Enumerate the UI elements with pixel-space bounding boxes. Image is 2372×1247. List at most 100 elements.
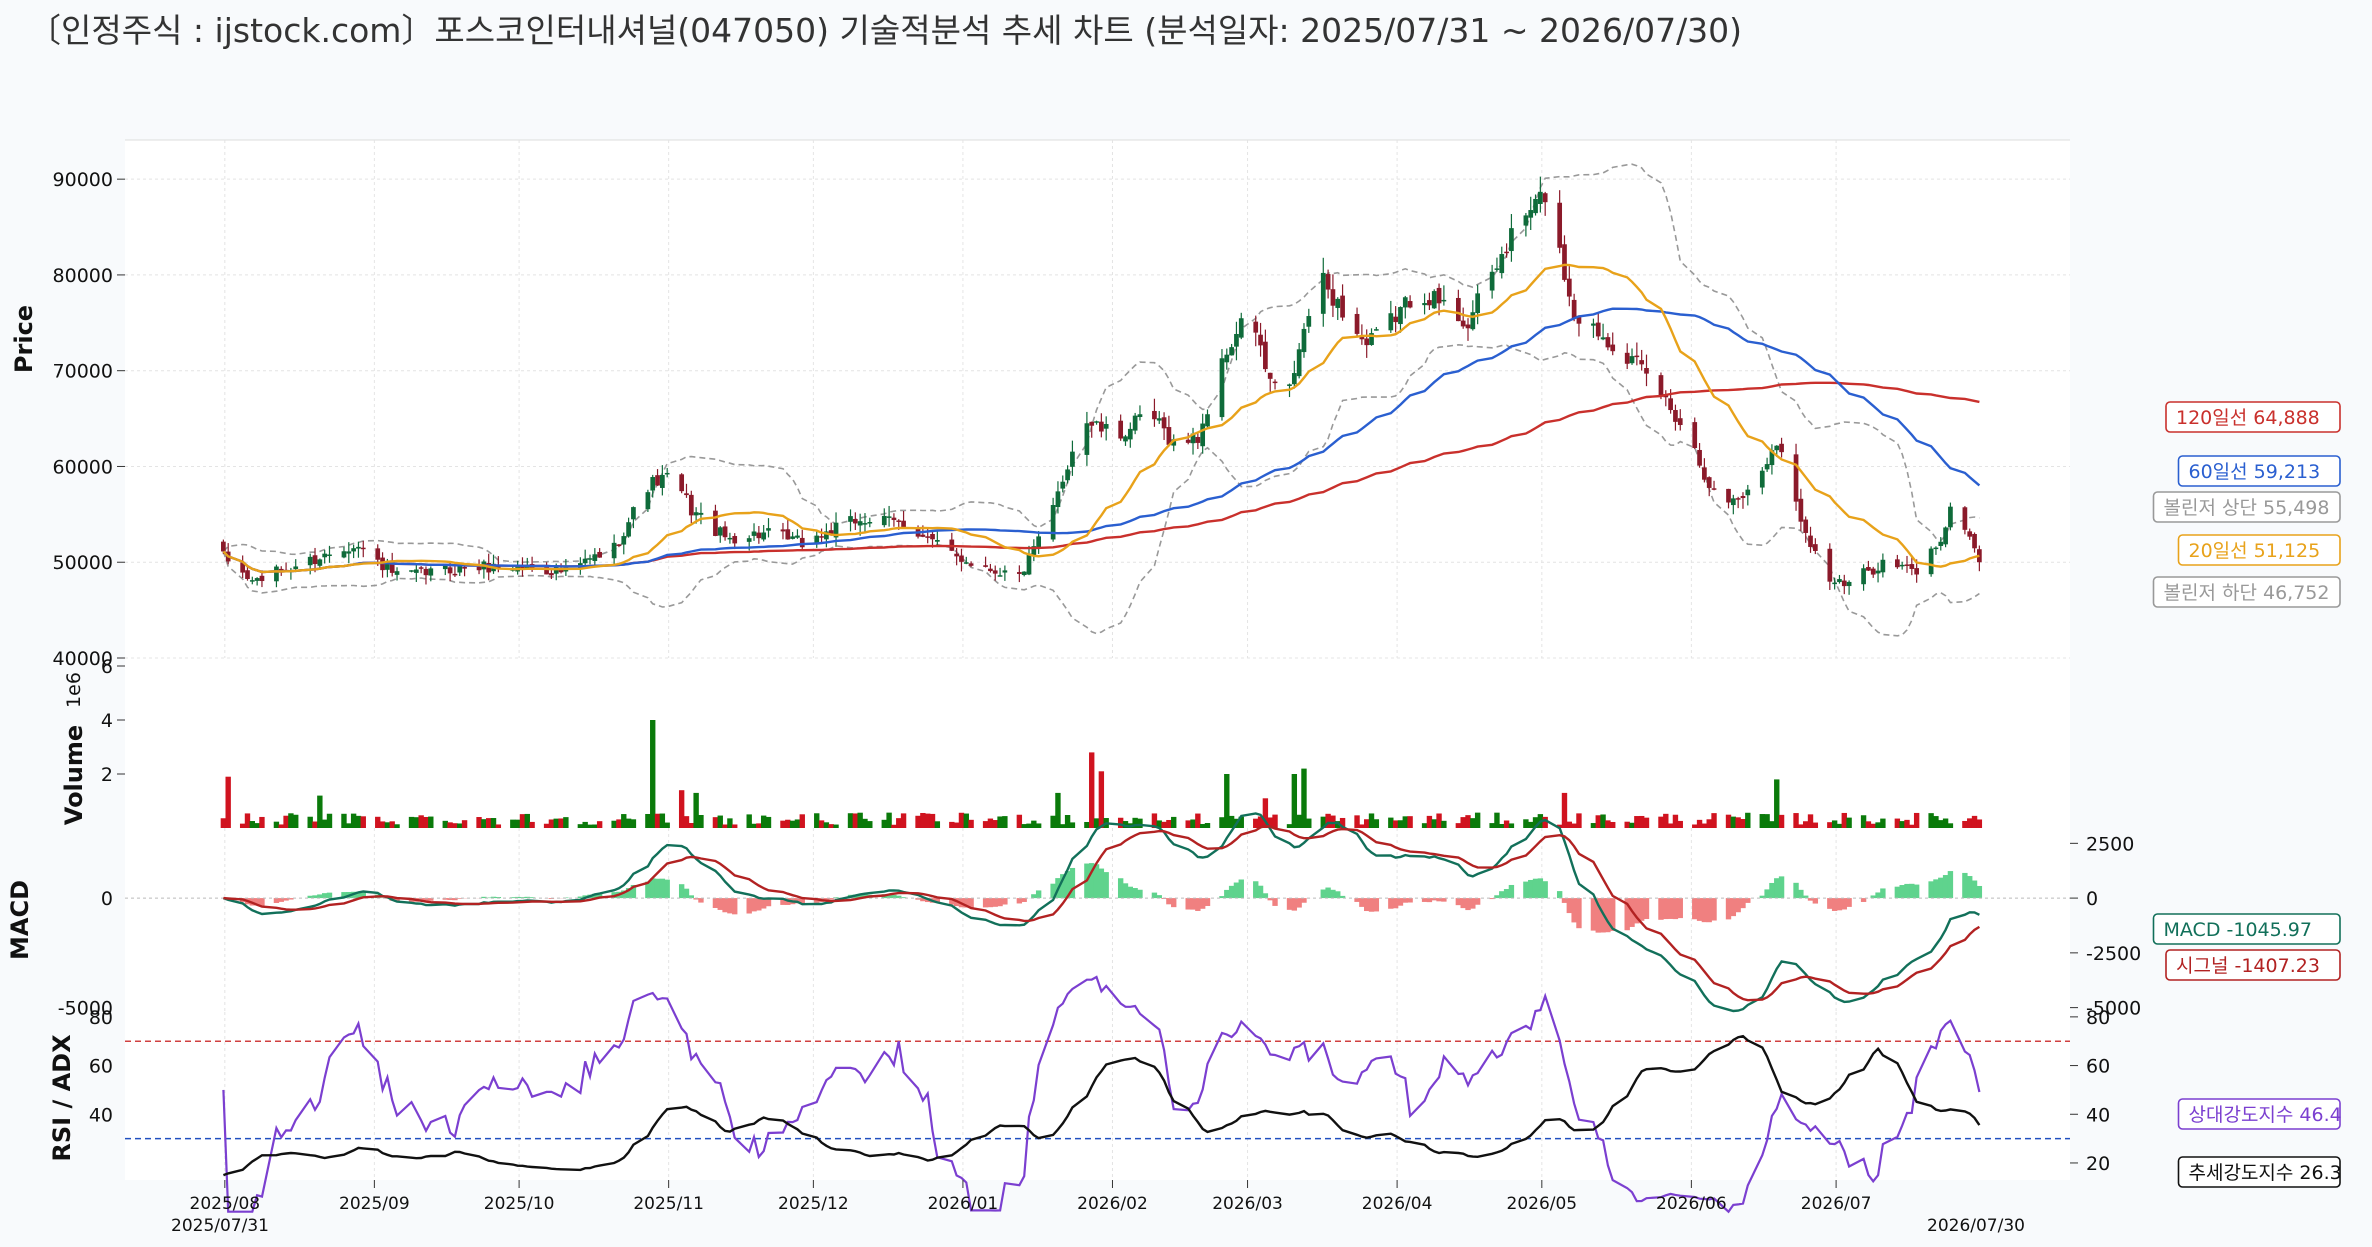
macd-histogram-bar	[1904, 883, 1910, 899]
candle-body	[1301, 328, 1307, 353]
candle-body	[857, 521, 863, 526]
macd-histogram-bar	[896, 895, 902, 899]
volume-bar	[625, 818, 632, 828]
candle-body	[1730, 498, 1736, 506]
macd-histogram-bar	[1199, 898, 1206, 909]
volume-bar	[1050, 815, 1056, 828]
volume-bar	[616, 819, 622, 828]
candle-body	[1099, 421, 1104, 432]
macd-histogram-bar	[997, 898, 1003, 907]
macd-histogram-bar	[1031, 894, 1037, 899]
candle-body	[1793, 454, 1799, 502]
candle-body	[1470, 312, 1476, 330]
macd-histogram-bar	[1561, 898, 1568, 903]
macd-histogram-bar	[1962, 872, 1968, 899]
volume-bar	[1421, 823, 1428, 828]
macd-histogram-bar	[495, 896, 502, 899]
macd-histogram-bar	[1571, 898, 1577, 923]
candle-body	[360, 547, 366, 550]
volume-bar	[1156, 820, 1162, 828]
macd-histogram-bar	[645, 881, 651, 899]
macd-histogram-bar	[1474, 898, 1481, 905]
volume-bar	[1089, 752, 1095, 828]
rsi-ytick-label-right: 20	[2086, 1153, 2110, 1175]
volume-panel	[220, 720, 1983, 828]
volume-bar	[1967, 818, 1973, 828]
volume-bar	[1098, 771, 1105, 828]
candle-body	[413, 569, 419, 573]
candle-body	[1764, 464, 1770, 470]
candle-body	[645, 492, 651, 510]
volume-bar	[1002, 816, 1008, 828]
macd-histogram-bar	[1035, 890, 1042, 899]
candle-body	[1229, 347, 1234, 356]
volume-bar	[1933, 816, 1939, 828]
volume-bar	[1774, 779, 1780, 828]
candle-body	[1870, 568, 1876, 575]
volume-bar	[645, 813, 651, 828]
macd-histogram-bar	[1089, 863, 1095, 899]
candle-body	[992, 570, 998, 574]
macd-histogram-bar	[982, 898, 989, 908]
volume-bar	[553, 818, 559, 828]
volume-bar	[823, 822, 830, 828]
candle-body	[862, 523, 868, 525]
volume-bar	[982, 821, 989, 828]
volume-bar	[278, 824, 284, 828]
macd-histogram-bar	[1860, 898, 1867, 902]
candle-body	[1909, 564, 1915, 569]
volume-bar	[1894, 818, 1901, 828]
volume-bar	[1460, 817, 1466, 828]
rsi-ytick-label-left: 40	[89, 1104, 113, 1126]
macd-histogram-bar	[1325, 887, 1331, 899]
price-legend-tag-text: 볼린저 상단 55,498	[2164, 497, 2330, 519]
volume-bar	[1320, 816, 1326, 828]
macd-histogram-bar	[1909, 883, 1915, 899]
macd-histogram-bar	[683, 888, 690, 899]
volume-bar	[611, 820, 617, 828]
candle-body	[346, 551, 352, 554]
volume-bar	[818, 820, 825, 828]
macd-histogram-bar	[1610, 898, 1616, 931]
candle-body	[1904, 564, 1910, 566]
candle-body	[891, 517, 897, 521]
macd-histogram-bar	[1151, 892, 1158, 899]
price-legend-tag: 20일선 51,125	[2177, 534, 2341, 566]
volume-bar	[428, 816, 434, 828]
candle-body	[1055, 491, 1061, 508]
volume-bar	[543, 823, 550, 828]
candle-body	[1258, 334, 1263, 346]
macd-histogram-bar	[321, 893, 328, 899]
volume-bar	[1426, 815, 1433, 828]
macd-histogram-bar	[317, 894, 323, 899]
candle-body	[476, 566, 482, 571]
xtick-label-extra: 2026/07/30	[1927, 1216, 2025, 1236]
candle-body	[886, 516, 892, 518]
volume-bar	[259, 816, 265, 828]
candle-body	[1267, 372, 1273, 379]
macd-histogram-bar	[1069, 867, 1076, 899]
candle-body	[1634, 355, 1640, 358]
macd-histogram-bar	[1388, 898, 1394, 909]
macd-histogram-bar	[312, 895, 318, 899]
volume-bar	[1499, 823, 1505, 828]
macd-histogram-bar	[1407, 898, 1413, 903]
candle-body	[1016, 572, 1022, 574]
candle-body	[1455, 297, 1461, 322]
candle-body	[341, 551, 347, 558]
macd-histogram-bar	[1016, 898, 1023, 904]
macd-histogram-bar	[278, 898, 284, 902]
candle-body	[1031, 546, 1037, 556]
macd-histogram-bar	[1335, 891, 1341, 899]
macd-histogram-bar	[1364, 898, 1370, 912]
macd-histogram-bar	[1735, 898, 1741, 913]
volume-bar	[688, 823, 695, 828]
macd-histogram-bar	[992, 898, 998, 907]
volume-bar	[1031, 820, 1037, 828]
candle-body	[988, 568, 993, 572]
macd-histogram-bar	[1605, 898, 1611, 933]
candle-body	[1460, 320, 1466, 327]
macd-histogram-bar	[1354, 898, 1360, 902]
volume-bar	[1904, 819, 1910, 828]
volume-bar	[1938, 820, 1944, 828]
